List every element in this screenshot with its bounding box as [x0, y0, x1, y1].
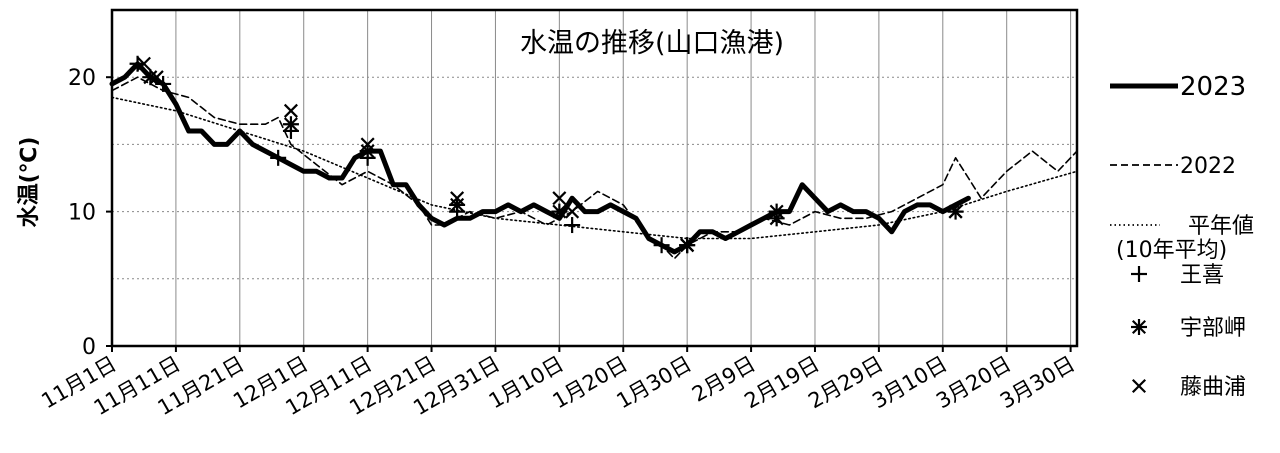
data-point-plus [155, 75, 172, 92]
data-point-plus [653, 237, 670, 254]
y-axis: 0 10 20 [68, 66, 112, 360]
series-line-dotted [111, 96, 1078, 240]
data-point-x [136, 56, 151, 71]
grid [111, 10, 1077, 346]
series-layer [109, 55, 1078, 260]
series-line-dashed [111, 76, 1078, 260]
legend-label-asterisk: 宇部岬 [1180, 316, 1246, 341]
legend-swatch-x [1131, 378, 1147, 394]
y-tick-label: 0 [82, 335, 96, 360]
data-point-plus [564, 217, 581, 234]
plot-frame [110, 8, 1079, 348]
data-point-x [149, 70, 164, 85]
legend-label-normal: 平年値 [1188, 214, 1254, 239]
data-point-x [769, 204, 784, 219]
data-point-x [450, 191, 465, 206]
y-tick-label: 20 [68, 66, 96, 91]
data-point-x [360, 137, 375, 152]
series-line-solid-thick [109, 61, 971, 255]
legend-label-2022: 2022 [1180, 154, 1236, 179]
x-axis: 11月1日11月11日11月21日12月1日12月11日12月21日12月31日… [37, 346, 1079, 420]
legend-label-2023: 2023 [1180, 72, 1246, 102]
data-point-x [283, 103, 298, 118]
legend-swatch-plus [1131, 266, 1147, 282]
legend-label-normal-sub: (10年平均) [1116, 238, 1227, 263]
legend-swatch-asterisk [1131, 319, 1147, 335]
data-point-x [680, 238, 695, 253]
legend-label-plus: 王喜 [1180, 263, 1224, 288]
data-point-asterisk [551, 203, 568, 220]
y-axis-label: 水温(℃) [17, 137, 42, 228]
data-point-x [948, 204, 963, 219]
chart-title: 水温の推移(山口漁港) [520, 28, 784, 59]
data-point-x [565, 204, 580, 219]
y-tick-label: 10 [68, 201, 96, 226]
data-point-plus [270, 149, 287, 166]
legend-label-x: 藤曲浦 [1180, 375, 1246, 400]
data-point-asterisk [282, 116, 299, 133]
data-point-x [552, 191, 567, 206]
